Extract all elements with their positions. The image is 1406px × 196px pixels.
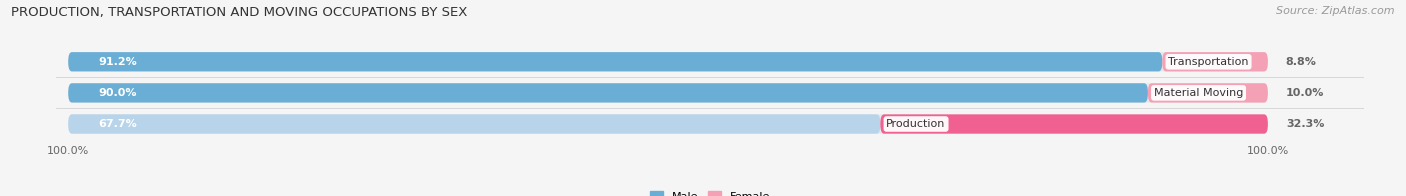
Text: 91.2%: 91.2% [98, 57, 136, 67]
Legend: Male, Female: Male, Female [645, 186, 775, 196]
Text: 32.3%: 32.3% [1286, 119, 1324, 129]
Text: PRODUCTION, TRANSPORTATION AND MOVING OCCUPATIONS BY SEX: PRODUCTION, TRANSPORTATION AND MOVING OC… [11, 6, 468, 19]
FancyBboxPatch shape [1163, 52, 1268, 71]
Text: Transportation: Transportation [1168, 57, 1249, 67]
FancyBboxPatch shape [69, 114, 1268, 134]
Text: 67.7%: 67.7% [98, 119, 136, 129]
FancyBboxPatch shape [69, 52, 1163, 71]
Text: 8.8%: 8.8% [1286, 57, 1317, 67]
FancyBboxPatch shape [69, 83, 1147, 103]
Text: Source: ZipAtlas.com: Source: ZipAtlas.com [1277, 6, 1395, 16]
FancyBboxPatch shape [69, 114, 880, 134]
FancyBboxPatch shape [69, 52, 1268, 71]
FancyBboxPatch shape [1147, 83, 1268, 103]
Text: Production: Production [886, 119, 946, 129]
Text: Material Moving: Material Moving [1154, 88, 1243, 98]
Text: 90.0%: 90.0% [98, 88, 136, 98]
Text: 10.0%: 10.0% [1286, 88, 1324, 98]
FancyBboxPatch shape [69, 83, 1268, 103]
FancyBboxPatch shape [880, 114, 1268, 134]
